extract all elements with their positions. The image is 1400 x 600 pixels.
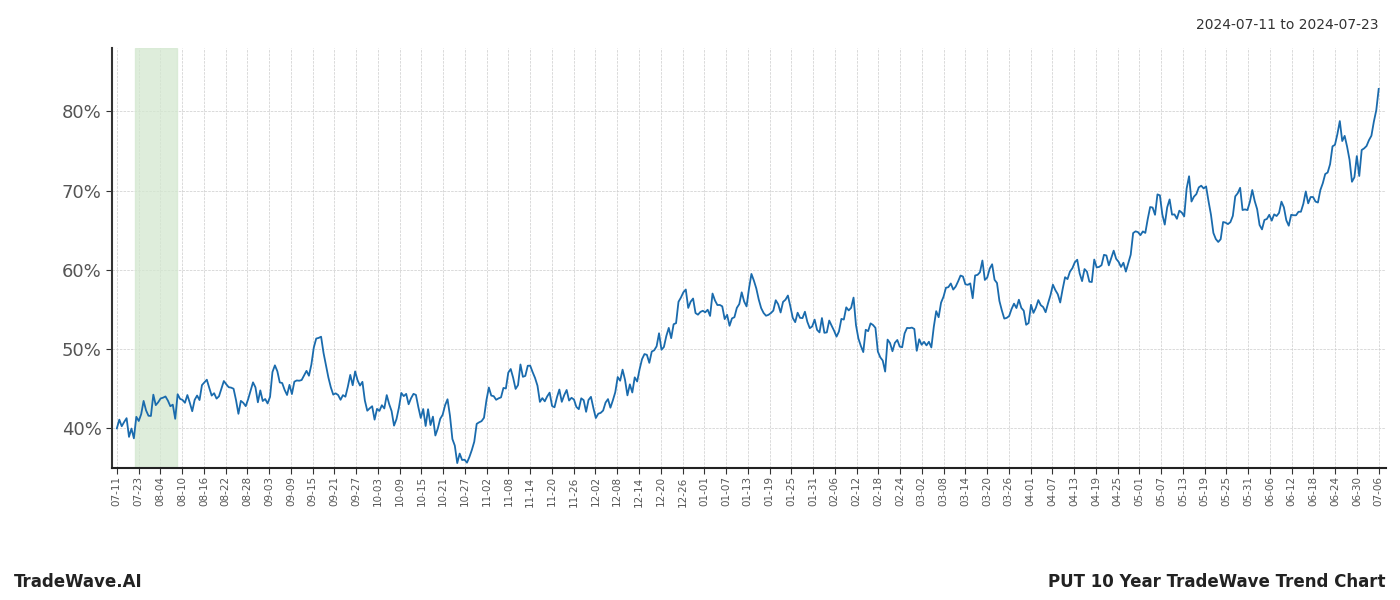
- Text: TradeWave.AI: TradeWave.AI: [14, 573, 143, 591]
- Text: 2024-07-11 to 2024-07-23: 2024-07-11 to 2024-07-23: [1197, 18, 1379, 32]
- Text: PUT 10 Year TradeWave Trend Chart: PUT 10 Year TradeWave Trend Chart: [1049, 573, 1386, 591]
- Bar: [134, 48, 178, 468]
